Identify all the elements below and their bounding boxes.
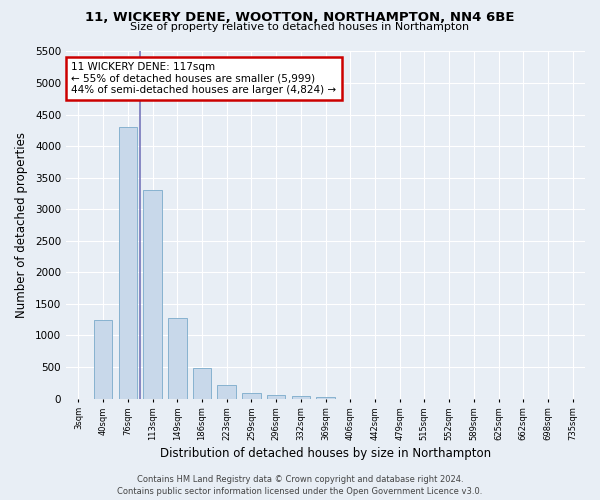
Bar	[193, 368, 211, 398]
Bar	[217, 385, 236, 398]
Bar	[94, 320, 112, 398]
Y-axis label: Number of detached properties: Number of detached properties	[15, 132, 28, 318]
Bar	[242, 393, 260, 398]
Bar	[119, 127, 137, 398]
Bar	[292, 396, 310, 398]
X-axis label: Distribution of detached houses by size in Northampton: Distribution of detached houses by size …	[160, 447, 491, 460]
Bar	[267, 395, 286, 398]
Text: 11 WICKERY DENE: 117sqm
← 55% of detached houses are smaller (5,999)
44% of semi: 11 WICKERY DENE: 117sqm ← 55% of detache…	[71, 62, 337, 95]
Bar	[316, 396, 335, 398]
Text: Size of property relative to detached houses in Northampton: Size of property relative to detached ho…	[130, 22, 470, 32]
Text: 11, WICKERY DENE, WOOTTON, NORTHAMPTON, NN4 6BE: 11, WICKERY DENE, WOOTTON, NORTHAMPTON, …	[85, 11, 515, 24]
Text: Contains HM Land Registry data © Crown copyright and database right 2024.
Contai: Contains HM Land Registry data © Crown c…	[118, 474, 482, 496]
Bar	[143, 190, 162, 398]
Bar	[168, 318, 187, 398]
